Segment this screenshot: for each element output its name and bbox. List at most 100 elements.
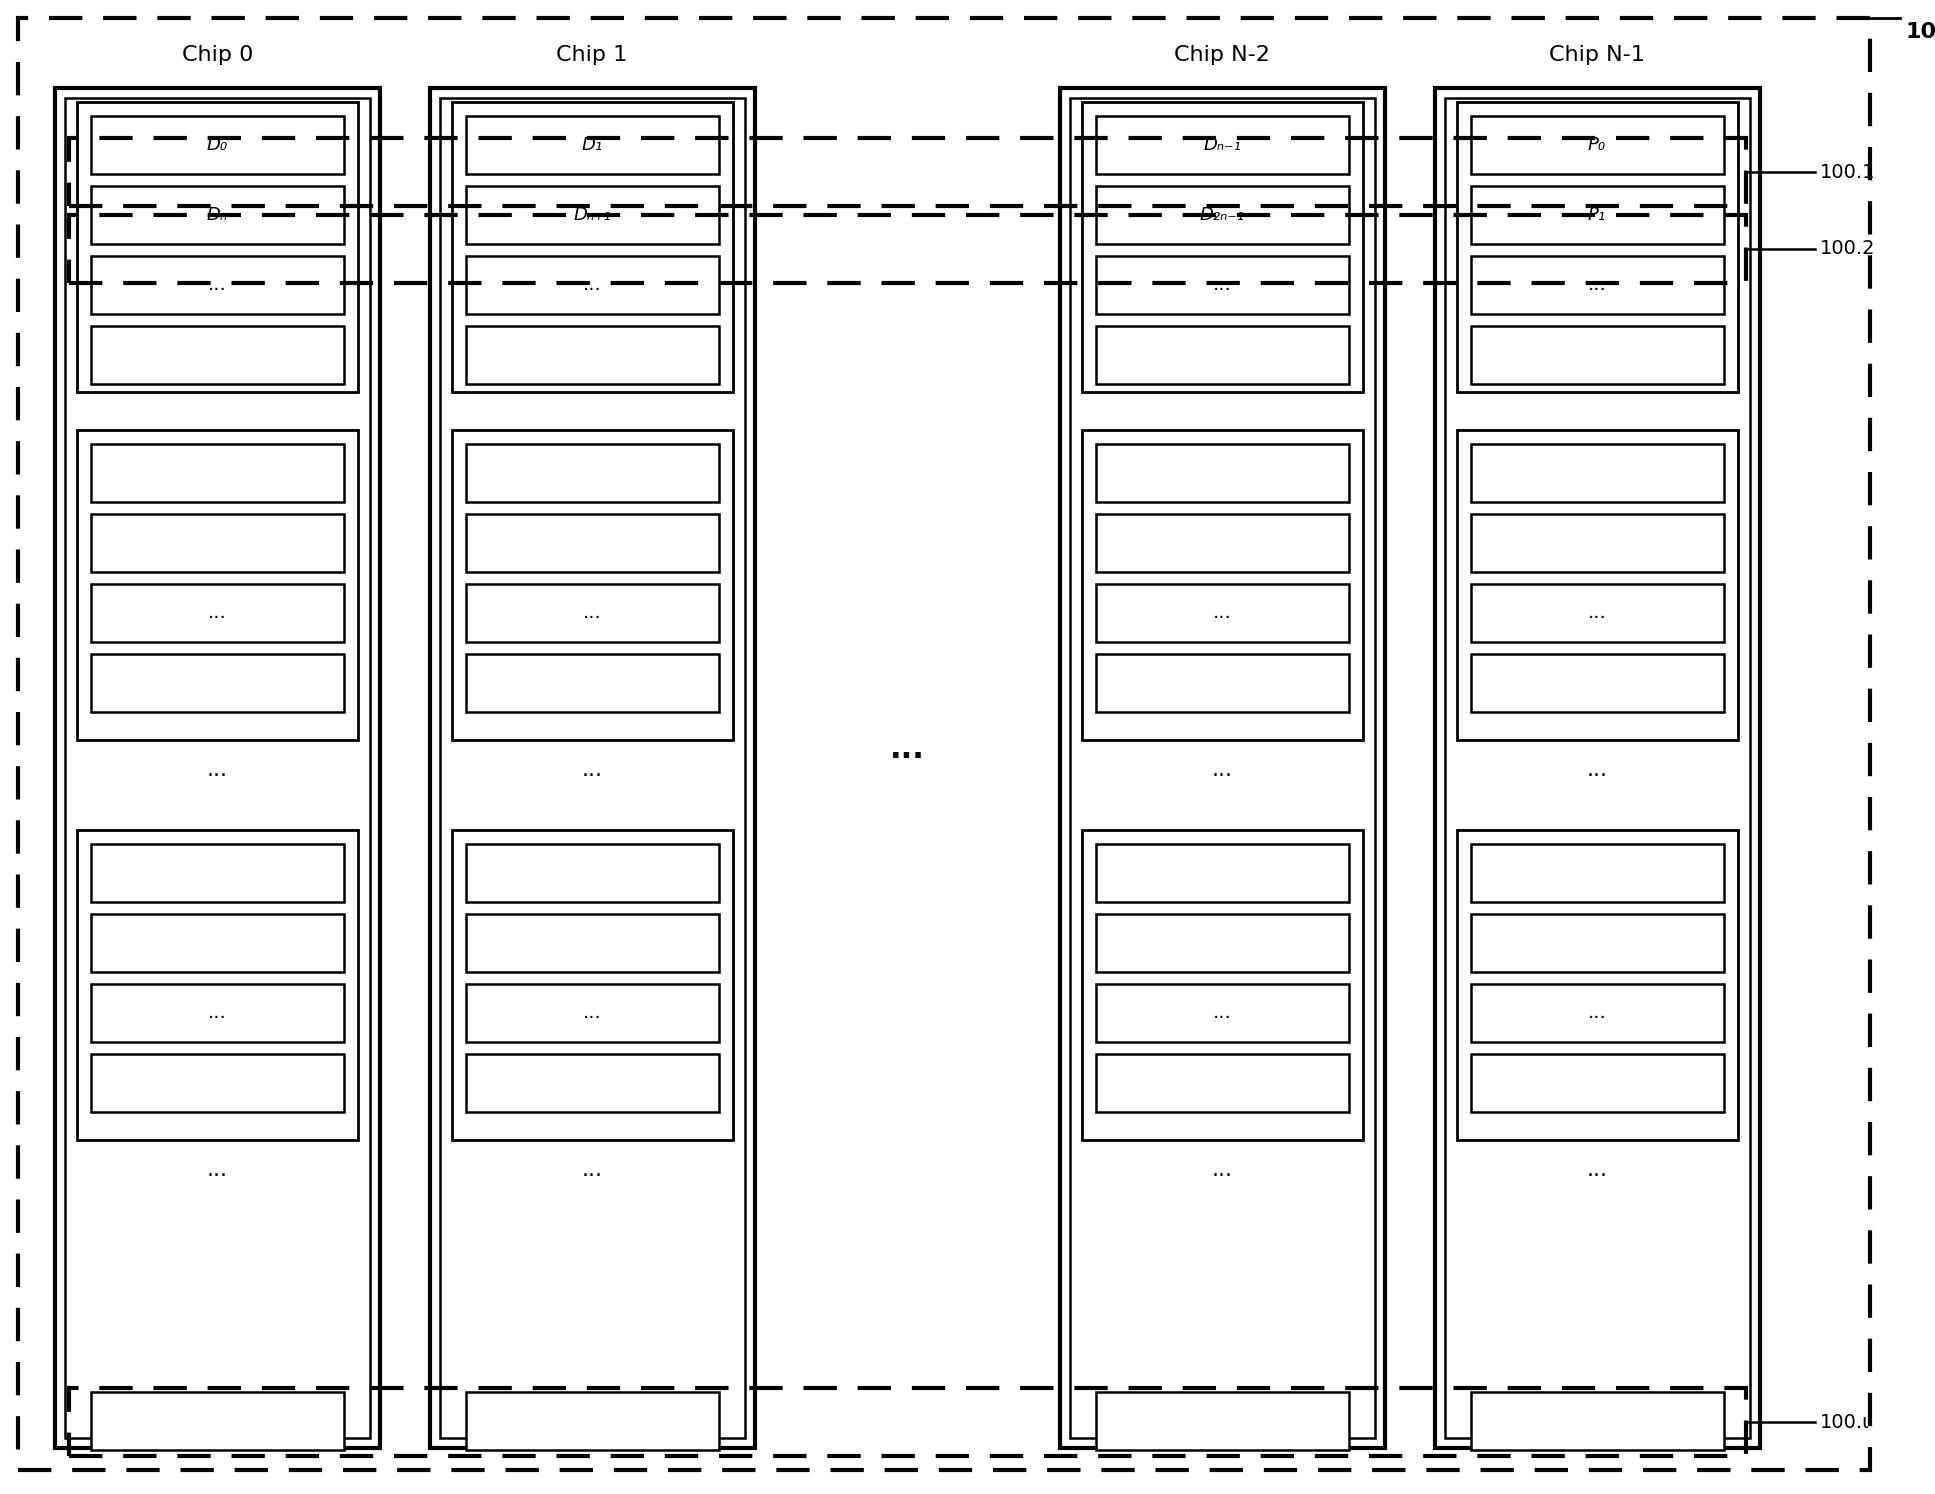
Bar xyxy=(77,831,358,1140)
Bar xyxy=(1095,117,1349,173)
Text: ...: ... xyxy=(582,760,602,780)
Bar xyxy=(1471,514,1724,572)
Bar xyxy=(91,654,344,713)
Bar xyxy=(77,430,358,740)
Bar xyxy=(1471,654,1724,713)
Bar xyxy=(1095,514,1349,572)
Bar xyxy=(91,1053,344,1112)
Bar xyxy=(466,255,720,314)
Text: Dₙ₋₁: Dₙ₋₁ xyxy=(1204,136,1240,154)
Text: ...: ... xyxy=(582,1159,602,1180)
Bar xyxy=(1471,985,1724,1041)
Text: ...: ... xyxy=(582,275,602,294)
Bar xyxy=(1457,831,1738,1140)
Bar xyxy=(430,88,755,1448)
Bar xyxy=(91,326,344,384)
Bar xyxy=(70,1388,1745,1457)
Text: D₀: D₀ xyxy=(207,136,228,154)
Text: Chip N-1: Chip N-1 xyxy=(1550,45,1645,66)
Text: ...: ... xyxy=(207,275,226,294)
Bar xyxy=(1471,1053,1724,1112)
Bar xyxy=(1095,326,1349,384)
Text: 100.ι: 100.ι xyxy=(1821,1412,1869,1431)
Bar xyxy=(1095,255,1349,314)
Bar xyxy=(1095,654,1349,713)
Text: ...: ... xyxy=(1587,760,1608,780)
Bar xyxy=(1095,914,1349,973)
Bar xyxy=(466,1053,720,1112)
Bar xyxy=(439,99,745,1439)
Bar xyxy=(453,102,733,391)
Text: ...: ... xyxy=(207,604,226,623)
Bar xyxy=(1082,102,1362,391)
Bar xyxy=(1445,99,1749,1439)
Bar xyxy=(1095,844,1349,902)
Text: ...: ... xyxy=(207,1159,228,1180)
Bar xyxy=(1471,185,1724,244)
Bar xyxy=(466,985,720,1041)
Bar xyxy=(77,102,358,391)
Text: ...: ... xyxy=(1211,760,1233,780)
Bar xyxy=(466,444,720,502)
Bar xyxy=(1095,1053,1349,1112)
Text: 100: 100 xyxy=(1904,22,1935,42)
Text: ...: ... xyxy=(582,1004,602,1022)
Bar xyxy=(1471,844,1724,902)
Bar xyxy=(1471,444,1724,502)
Bar xyxy=(1095,1392,1349,1451)
Text: ...: ... xyxy=(207,1004,226,1022)
Bar xyxy=(1095,985,1349,1041)
Text: ...: ... xyxy=(1587,275,1606,294)
Bar xyxy=(453,831,733,1140)
Text: Chip 0: Chip 0 xyxy=(182,45,253,66)
Bar xyxy=(1471,326,1724,384)
Bar xyxy=(91,444,344,502)
Bar xyxy=(91,844,344,902)
Bar xyxy=(1070,99,1376,1439)
Text: ...: ... xyxy=(1211,1159,1233,1180)
Bar xyxy=(70,137,1745,206)
Bar xyxy=(91,255,344,314)
Bar xyxy=(91,1392,344,1451)
Text: D₁: D₁ xyxy=(580,136,602,154)
Text: ...: ... xyxy=(1587,1004,1606,1022)
Text: D₂ₙ₋₁: D₂ₙ₋₁ xyxy=(1200,206,1244,224)
Bar xyxy=(1457,102,1738,391)
Bar xyxy=(1095,584,1349,642)
Bar xyxy=(466,1392,720,1451)
Bar xyxy=(91,914,344,973)
Bar xyxy=(466,117,720,173)
Bar xyxy=(91,514,344,572)
Bar xyxy=(466,326,720,384)
Bar xyxy=(66,99,370,1439)
Bar xyxy=(466,584,720,642)
Text: Dₙ₊₁: Dₙ₊₁ xyxy=(573,206,611,224)
Text: P₀: P₀ xyxy=(1589,136,1606,154)
Text: Chip 1: Chip 1 xyxy=(557,45,627,66)
Bar xyxy=(1436,88,1761,1448)
Text: ...: ... xyxy=(1213,1004,1231,1022)
Bar xyxy=(466,185,720,244)
Text: P₁: P₁ xyxy=(1589,206,1606,224)
Bar xyxy=(1095,444,1349,502)
Bar xyxy=(453,430,733,740)
Bar xyxy=(91,985,344,1041)
Text: ...: ... xyxy=(1587,1159,1608,1180)
Bar xyxy=(466,844,720,902)
Bar xyxy=(466,514,720,572)
Bar xyxy=(1060,88,1385,1448)
Text: 100.1: 100.1 xyxy=(1821,163,1875,181)
Bar xyxy=(1471,1392,1724,1451)
Bar xyxy=(466,914,720,973)
Bar xyxy=(1471,914,1724,973)
Text: ...: ... xyxy=(1213,604,1231,623)
Bar xyxy=(91,584,344,642)
Bar xyxy=(1082,831,1362,1140)
Text: Dₙ: Dₙ xyxy=(207,206,228,224)
Text: ...: ... xyxy=(207,760,228,780)
Bar xyxy=(91,117,344,173)
Bar xyxy=(1457,430,1738,740)
Bar xyxy=(1095,185,1349,244)
Text: ...: ... xyxy=(890,735,925,765)
Bar xyxy=(54,88,379,1448)
